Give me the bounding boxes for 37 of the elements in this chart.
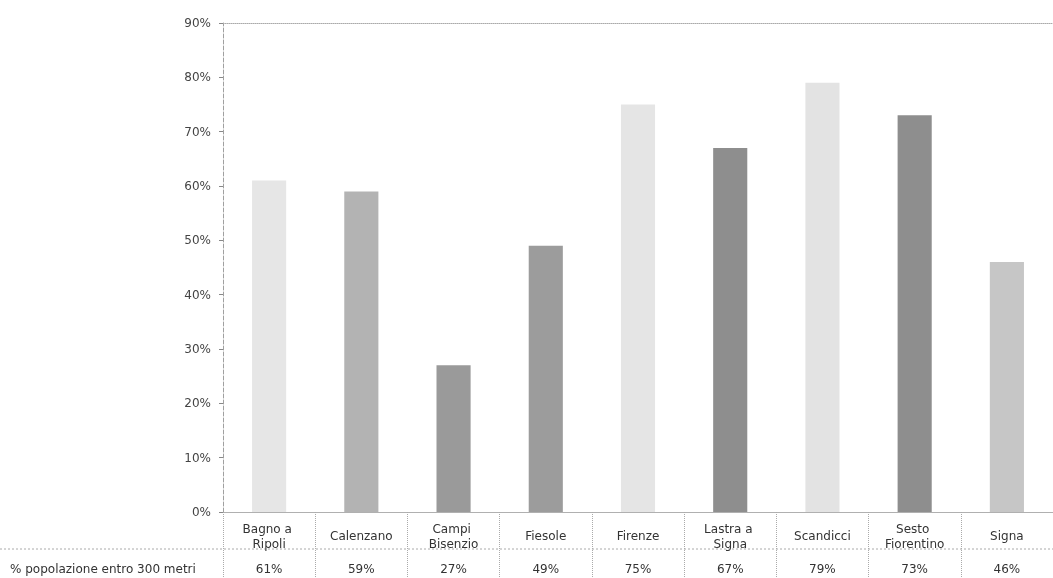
- data-label: 27%: [440, 562, 467, 576]
- y-tick-label: 60%: [184, 179, 211, 193]
- y-tick-label: 20%: [184, 396, 211, 411]
- y-tick-label: 30%: [184, 342, 211, 356]
- bar: [713, 147, 748, 512]
- y-tick-label: 50%: [184, 233, 211, 248]
- bar: [528, 245, 563, 512]
- y-tick-label: 40%: [184, 287, 211, 302]
- x-tick-label: Scandicci: [794, 529, 851, 543]
- y-tick-label: 0%: [191, 505, 211, 519]
- data-label: 79%: [809, 562, 836, 576]
- data-label: 67%: [716, 562, 744, 576]
- x-tick-label: Signa: [990, 529, 1024, 543]
- x-tick-label: Bagno a Ripoli: [242, 521, 296, 551]
- data-label: 59%: [348, 562, 375, 576]
- x-tick-label: Firenze: [616, 529, 660, 543]
- bar: [436, 365, 471, 512]
- text: % popolazione entro 300 metri: [10, 562, 196, 576]
- y-tick-label: 90%: [184, 16, 211, 30]
- data-label: 75%: [624, 562, 652, 576]
- data-label: 61%: [255, 562, 283, 576]
- bar: [897, 115, 932, 512]
- y-tick-label: 80%: [184, 70, 211, 85]
- x-tick-label: Fiesole: [525, 529, 567, 543]
- x-tick-label: Sesto Fiorentino: [884, 521, 945, 551]
- data-label: 46%: [993, 562, 1021, 576]
- x-tick-label: Campi Bisenzio: [428, 521, 479, 551]
- y-tick-label: 70%: [184, 124, 211, 139]
- bar: [620, 104, 656, 512]
- bar: [989, 262, 1024, 512]
- data-label: 73%: [901, 562, 928, 576]
- y-tick-label: 10%: [184, 450, 211, 465]
- x-tick-label: Lastra a Signa: [704, 521, 757, 551]
- bar: [252, 180, 287, 512]
- bar: [805, 82, 840, 512]
- data-label: 49%: [532, 562, 560, 576]
- x-tick-label: Calenzano: [330, 529, 393, 543]
